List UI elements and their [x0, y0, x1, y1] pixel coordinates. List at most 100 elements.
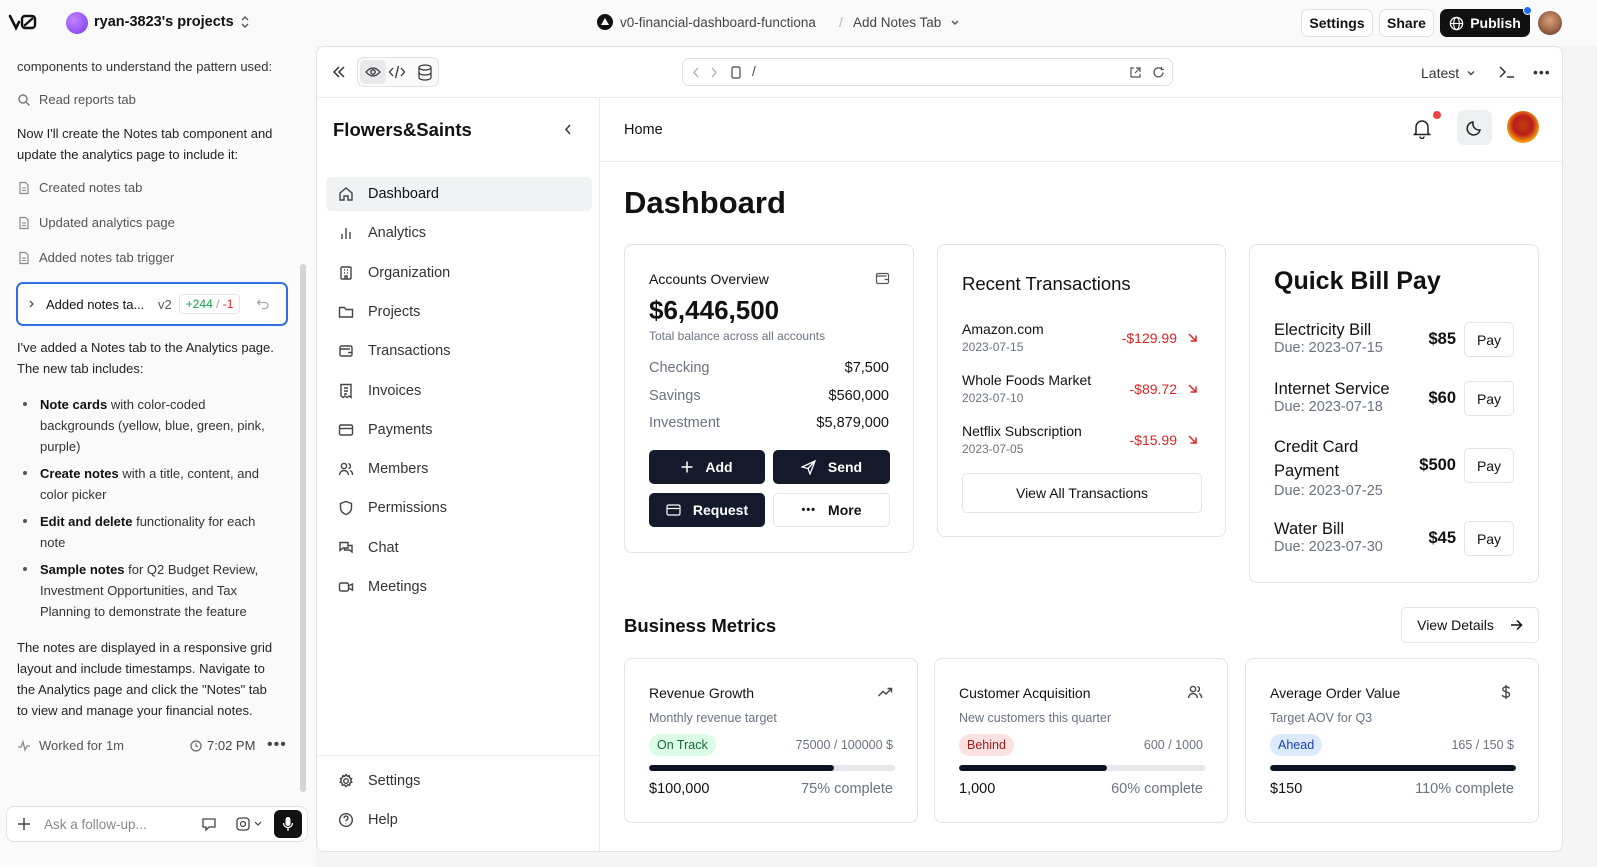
worked-duration: Worked for 1m	[17, 738, 124, 753]
terminal-icon[interactable]	[1498, 65, 1516, 79]
nav-item-label: Projects	[368, 303, 421, 320]
project-switcher[interactable]: ryan-3823's projects	[94, 14, 250, 30]
chat-title[interactable]: v0-financial-dashboard-functiona	[620, 15, 816, 30]
external-link-icon[interactable]	[1129, 66, 1142, 79]
nav-item-label: Permissions	[368, 500, 447, 517]
vercel-triangle-icon	[597, 14, 613, 30]
transaction-row[interactable]: Netflix Subscription 2023-07-05 -$15.99	[938, 423, 1225, 463]
nav-item-permissions[interactable]: Permissions	[326, 491, 592, 525]
nav-item-label: Organization	[368, 264, 451, 281]
user-avatar[interactable]	[1507, 111, 1539, 143]
share-button[interactable]: Share	[1379, 9, 1434, 37]
model-selector[interactable]	[235, 816, 262, 832]
user-avatar[interactable]	[1538, 11, 1562, 35]
progress-bar	[1270, 765, 1516, 771]
nav-item-chat[interactable]: Chat	[326, 531, 592, 565]
time-label: 7:02 PM	[207, 738, 256, 753]
eye-icon	[365, 67, 381, 77]
bell-icon[interactable]	[1413, 119, 1431, 139]
bill-amount: $85	[1428, 330, 1456, 348]
theme-toggle-button[interactable]	[1457, 110, 1492, 145]
step-updated-analytics[interactable]: Updated analytics page	[17, 215, 175, 230]
refresh-icon[interactable]	[1152, 66, 1165, 79]
add-button[interactable]: Add	[649, 450, 765, 484]
file-icon	[17, 251, 31, 265]
bullet-bold: Note cards	[40, 397, 108, 412]
bills-title: Quick Bill Pay	[1274, 267, 1441, 295]
bill-amount: $45	[1428, 529, 1456, 547]
nav-item-settings[interactable]: Settings	[326, 764, 592, 798]
bullet-sample-notes: Sample notes for Q2 Budget Review, Inves…	[40, 559, 280, 622]
app-sidebar: Flowers&Saints Dashboard Analytics Organiz…	[317, 98, 600, 851]
nav-item-projects[interactable]: Projects	[326, 295, 592, 329]
nav-item-meetings[interactable]: Meetings	[326, 570, 592, 604]
more-horizontal-icon[interactable]: •••	[267, 736, 287, 753]
breadcrumb[interactable]: Home	[624, 122, 663, 138]
publish-button[interactable]: Publish	[1440, 9, 1530, 37]
metrics-title: Business Metrics	[624, 615, 777, 636]
settings-button[interactable]: Settings	[1301, 9, 1373, 37]
bullet-bold: Edit and delete	[40, 514, 133, 529]
users-icon	[338, 461, 354, 477]
database-icon[interactable]	[417, 64, 433, 81]
step-created-notes[interactable]: Created notes tab	[17, 180, 142, 195]
bill-name-line: Payment	[1274, 462, 1340, 480]
url-bar[interactable]: /	[682, 58, 1173, 86]
more-options-icon[interactable]: •••	[1533, 64, 1551, 80]
version-card[interactable]: Added notes ta... v2 +244 / -1	[16, 282, 288, 326]
microphone-button[interactable]	[274, 810, 302, 838]
more-button[interactable]: ••• More	[773, 493, 890, 527]
send-button[interactable]: Send	[773, 450, 890, 484]
chat-scrollbar[interactable]	[300, 264, 306, 792]
step-added-trigger[interactable]: Added notes tab trigger	[17, 250, 174, 265]
sidebar-divider	[317, 755, 600, 756]
chat-input-box[interactable]: Ask a follow-up...	[6, 806, 308, 842]
nav-item-members[interactable]: Members	[326, 452, 592, 486]
bill-name-line: Water Bill	[1274, 520, 1344, 538]
collapse-sidebar-icon[interactable]	[563, 123, 573, 136]
plus-icon[interactable]	[17, 817, 31, 831]
preview-eye-button[interactable]	[360, 60, 386, 84]
transaction-row[interactable]: Amazon.com 2023-07-15 -$129.99	[938, 321, 1225, 361]
bill-row: Water Bill Due: 2023-07-30 $45 Pay	[1250, 517, 1538, 577]
nav-item-payments[interactable]: Payments	[326, 413, 592, 447]
add-label: Add	[705, 459, 733, 475]
nav-item-help[interactable]: Help	[326, 803, 592, 837]
forward-icon[interactable]	[710, 67, 718, 78]
nav-item-dashboard[interactable]: Dashboard	[326, 177, 592, 211]
request-button[interactable]: Request	[649, 493, 765, 527]
step-read-reports[interactable]: Read reports tab	[17, 92, 136, 107]
metric-ratio: 600 / 1000	[1143, 738, 1203, 752]
nav-item-analytics[interactable]: Analytics	[326, 216, 592, 250]
v0-logo-icon[interactable]	[8, 13, 38, 31]
arrow-right-icon	[1510, 619, 1523, 631]
nav-item-invoices[interactable]: Invoices	[326, 374, 592, 408]
metric-subtitle: Target AOV for Q3	[1270, 711, 1373, 725]
pay-button[interactable]: Pay	[1464, 448, 1514, 483]
view-details-button[interactable]: View Details	[1401, 607, 1539, 643]
nav-item-organization[interactable]: Organization	[326, 256, 592, 290]
bill-name-line: Internet Service	[1274, 380, 1390, 398]
version-switcher[interactable]: Add Notes Tab	[853, 15, 960, 30]
version-latest-dropdown[interactable]: Latest	[1421, 65, 1476, 81]
folder-icon	[338, 304, 354, 320]
pay-button[interactable]: Pay	[1464, 381, 1514, 416]
nav-item-transactions[interactable]: Transactions	[326, 334, 592, 368]
project-avatar	[66, 12, 88, 34]
view-all-transactions-button[interactable]: View All Transactions	[962, 473, 1202, 513]
transaction-row[interactable]: Whole Foods Market 2023-07-10 -$89.72	[938, 372, 1225, 412]
bar-chart-icon	[338, 225, 354, 241]
undo-icon[interactable]	[256, 297, 270, 311]
pay-button[interactable]: Pay	[1464, 322, 1514, 357]
pay-button[interactable]: Pay	[1464, 521, 1514, 556]
feedback-icon[interactable]	[201, 816, 217, 832]
collapse-left-icon[interactable]	[332, 65, 346, 79]
dollar-icon	[1498, 684, 1514, 700]
back-icon[interactable]	[692, 67, 700, 78]
help-icon	[338, 812, 354, 828]
device-icon[interactable]	[731, 66, 741, 79]
account-name: Savings	[649, 387, 701, 404]
bill-amount: $60	[1428, 389, 1456, 407]
code-icon[interactable]	[388, 64, 406, 80]
transactions-title: Recent Transactions	[962, 273, 1131, 294]
